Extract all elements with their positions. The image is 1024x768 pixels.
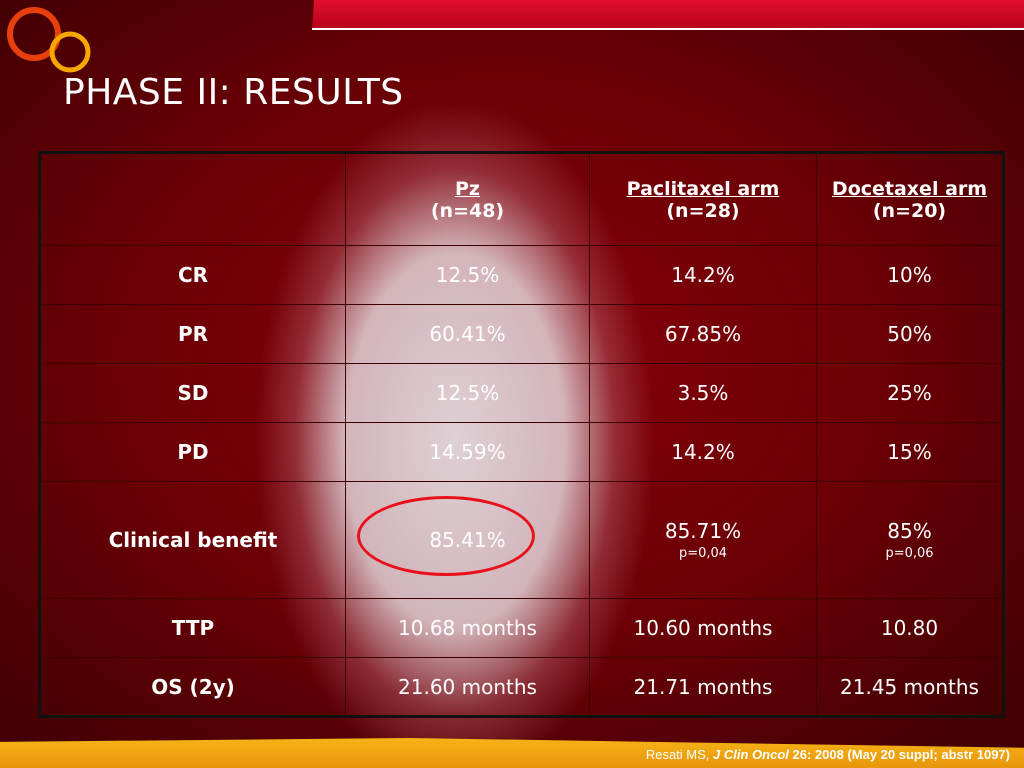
table-cell: 21.45 months bbox=[816, 657, 1004, 717]
row-label: PR bbox=[39, 304, 346, 364]
table-row-ttp: TTP 10.68 months 10.60 months 10.80 bbox=[39, 598, 1004, 658]
column-name: Paclitaxel arm bbox=[626, 177, 780, 200]
table-cell: 21.71 months bbox=[589, 657, 817, 717]
table-cell: 67.85% bbox=[589, 304, 817, 364]
header-paclitaxel-arm: Paclitaxel arm (n=28) bbox=[589, 152, 817, 246]
cell-value: 85.41% bbox=[429, 528, 506, 552]
table-row-pd: PD 14.59% 14.2% 15% bbox=[39, 422, 1004, 482]
table-cell: 10.80 bbox=[816, 598, 1004, 658]
row-label: OS (2y) bbox=[39, 657, 346, 717]
row-label: PD bbox=[39, 422, 346, 482]
table-cell: 12.5% bbox=[345, 245, 590, 305]
table-cell: 3.5% bbox=[589, 363, 817, 423]
table-row-os: OS (2y) 21.60 months 21.71 months 21.45 … bbox=[39, 657, 1004, 717]
table-cell: 10.68 months bbox=[345, 598, 590, 658]
table-cell: 14.59% bbox=[345, 422, 590, 482]
table-cell: 14.2% bbox=[589, 245, 817, 305]
table-cell: 12.5% bbox=[345, 363, 590, 423]
table-row-cr: CR 12.5% 14.2% 10% bbox=[39, 245, 1004, 305]
row-label: CR bbox=[39, 245, 346, 305]
slide-title: PHASE II: RESULTS bbox=[63, 72, 404, 113]
row-label: SD bbox=[39, 363, 346, 423]
table-cell: 15% bbox=[816, 422, 1004, 482]
column-name: Docetaxel arm bbox=[831, 177, 988, 200]
p-value: p=0,04 bbox=[678, 546, 728, 561]
header-pz: Pz (n=48) bbox=[345, 152, 590, 246]
row-label: Clinical benefit bbox=[39, 481, 346, 599]
top-decorative-band bbox=[312, 0, 1024, 30]
column-n: (n=48) bbox=[430, 199, 505, 222]
column-name: Pz bbox=[455, 177, 480, 200]
table-cell: 10% bbox=[816, 245, 1004, 305]
table-cell: 60.41% bbox=[345, 304, 590, 364]
table-row-pr: PR 60.41% 67.85% 50% bbox=[39, 304, 1004, 364]
table-cell: 85% p=0,06 bbox=[816, 481, 1004, 599]
citation-journal: J Clin Oncol bbox=[713, 747, 789, 762]
citation-details: 26: 2008 (May 20 suppl; abstr 1097) bbox=[792, 747, 1011, 762]
table-cell: 10.60 months bbox=[589, 598, 817, 658]
cell-value: 85.71% bbox=[664, 519, 742, 543]
table-cell: 21.60 months bbox=[345, 657, 590, 717]
table-cell: 14.2% bbox=[589, 422, 817, 482]
two-interlocking-rings-logo bbox=[7, 7, 91, 73]
header-corner-cell bbox=[39, 152, 346, 246]
column-n: (n=20) bbox=[872, 199, 947, 222]
table-header-row: Pz (n=48) Paclitaxel arm (n=28) Docetaxe… bbox=[39, 152, 1004, 246]
p-value: p=0,06 bbox=[885, 546, 934, 561]
header-docetaxel-arm: Docetaxel arm (n=20) bbox=[816, 152, 1004, 246]
row-label: TTP bbox=[39, 598, 346, 658]
cell-value: 85% bbox=[887, 519, 932, 543]
table-row-sd: SD 12.5% 3.5% 25% bbox=[39, 363, 1004, 423]
citation-author: Resati MS, bbox=[645, 747, 710, 762]
citation: Resati MS, J Clin Oncol 26: 2008 (May 20… bbox=[646, 747, 1010, 762]
table-row-clinical-benefit: Clinical benefit 85.41% 85.71% p=0,04 85… bbox=[39, 481, 1004, 599]
table-cell: 25% bbox=[816, 363, 1004, 423]
results-table: Pz (n=48) Paclitaxel arm (n=28) Docetaxe… bbox=[38, 151, 1005, 718]
column-n: (n=28) bbox=[666, 199, 740, 222]
table-cell: 85.41% bbox=[345, 481, 590, 599]
table-cell: 85.71% p=0,04 bbox=[589, 481, 817, 599]
table-cell: 50% bbox=[816, 304, 1004, 364]
